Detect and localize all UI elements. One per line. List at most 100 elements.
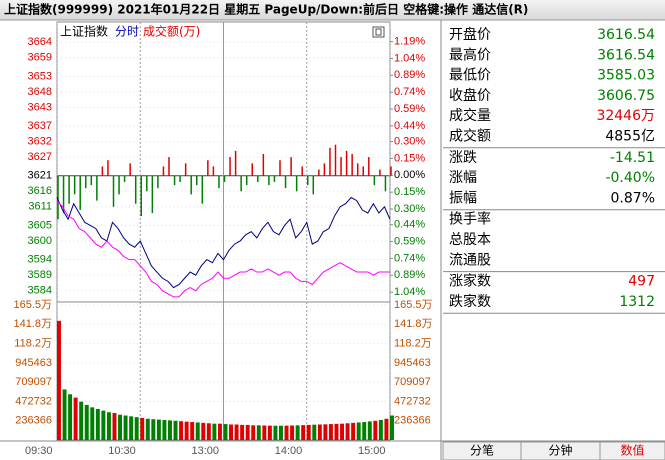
volume-bar [173, 420, 178, 440]
volume-bar [256, 425, 261, 440]
volume-tick-label: 945463 [15, 357, 52, 369]
y-tick-label: 3648 [28, 86, 52, 98]
y-tick-label: 3611 [28, 201, 52, 213]
volume-bar [134, 417, 139, 440]
volume-bar [101, 410, 106, 440]
volume-bar [57, 320, 61, 440]
volume-bar [356, 422, 361, 440]
chart-tab[interactable]: 成交额(万) [143, 24, 200, 39]
volume-bar [306, 424, 311, 440]
volume-bar [290, 425, 295, 440]
volume-bar [156, 419, 161, 440]
restore-button[interactable] [372, 26, 385, 38]
volume-tick-label: 236366 [15, 415, 52, 427]
volume-tick-label-right: 472732 [394, 395, 431, 407]
volume-bar [251, 425, 256, 440]
y-tick-label: 3594 [28, 254, 52, 266]
volume-tick-label-right: 118.2万 [394, 337, 432, 349]
y-tick-label: 3589 [28, 269, 52, 281]
volume-bar [234, 424, 239, 440]
bottom-tab[interactable] [599, 441, 665, 460]
volume-bar [267, 425, 272, 440]
volume-tick-label-right: 709097 [394, 376, 431, 388]
volume-tick-label-right: 945463 [394, 357, 431, 369]
y2-tick-label: 0.59% [394, 103, 425, 115]
volume-bar [367, 421, 372, 440]
volume-bar [245, 424, 250, 440]
volume-tick-label: 709097 [15, 376, 52, 388]
volume-bar [279, 425, 283, 440]
quote-label: 涨跌 [449, 150, 477, 166]
volume-bar [229, 424, 234, 440]
quote-label: 成交额 [449, 128, 491, 145]
y2-tick-label: 1.04% [394, 286, 425, 298]
quote-label: 跌家数 [449, 293, 491, 310]
y2-tick-label: 0.74% [394, 252, 425, 264]
y2-tick-label: 0.44% [394, 219, 425, 231]
volume-bar [334, 423, 339, 440]
quote-value: 4855亿 [605, 129, 655, 145]
volume-bar [179, 421, 184, 440]
quote-value: 3585.03 [597, 68, 655, 84]
quote-value: -0.40% [605, 170, 655, 186]
bottom-tab-label[interactable]: 数值 [620, 443, 644, 458]
quote-value: 3616.54 [597, 27, 655, 43]
y2-tick-label: 0.74% [394, 86, 425, 98]
quote-value: 497 [628, 274, 655, 290]
quote-label: 成交量 [449, 107, 491, 124]
quote-value: 32446万 [596, 108, 655, 124]
volume-bar [340, 423, 345, 440]
y2-tick-label: 0.00% [394, 169, 425, 181]
volume-bar [68, 394, 73, 440]
volume-bar [328, 424, 333, 440]
volume-bar [95, 408, 100, 440]
y-tick-label: 3632 [28, 136, 52, 148]
volume-bar [106, 412, 111, 440]
chart-tab[interactable]: 分时 [115, 25, 139, 39]
quote-value: -14.51 [610, 150, 655, 166]
y2-tick-label: 1.04% [394, 52, 425, 64]
volume-bar [212, 423, 217, 440]
quote-value: 0.87% [611, 190, 655, 206]
quote-label: 最低价 [449, 68, 491, 84]
y2-tick-label: 0.30% [394, 136, 425, 148]
bottom-tab-label[interactable]: 分笔 [470, 443, 494, 458]
y-tick-label: 3653 [28, 70, 52, 82]
chart-tab[interactable]: 上证指数 [60, 24, 108, 39]
x-tick-label: 15:00 [358, 445, 386, 457]
volume-bar [323, 424, 328, 440]
bottom-tab-label[interactable]: 分钟 [548, 443, 572, 458]
volume-bar [295, 425, 300, 440]
title-bar [0, 0, 665, 20]
x-tick-label: 10:30 [108, 445, 136, 457]
volume-bar [317, 424, 322, 440]
price-line [56, 196, 391, 289]
volume-bar [345, 423, 350, 440]
quote-value: 3606.75 [597, 88, 655, 104]
y-tick-label: 3621 [28, 170, 52, 182]
volume-bar [168, 420, 172, 440]
volume-bar [195, 422, 200, 440]
quote-label: 涨幅 [449, 170, 477, 186]
quote-label: 收盘价 [449, 87, 491, 104]
y-tick-label: 3659 [28, 52, 52, 64]
quote-value: 3616.54 [597, 47, 655, 63]
volume-bar [390, 415, 394, 440]
y2-tick-label: 0.89% [394, 69, 425, 81]
quote-label: 涨家数 [449, 273, 491, 290]
x-tick-label: 13:00 [192, 445, 220, 457]
y2-tick-label: 0.44% [394, 120, 425, 132]
volume-bar [73, 397, 78, 440]
y-tick-label: 3637 [28, 120, 52, 132]
y-tick-label: 3616 [28, 185, 52, 197]
y2-tick-label: 1.19% [394, 36, 425, 48]
volume-bar [162, 420, 167, 440]
y-tick-label: 3600 [28, 235, 52, 247]
volume-bar [273, 425, 278, 440]
volume-tick-label: 118.2万 [14, 337, 52, 349]
volume-tick-label-right: 236366 [394, 415, 431, 427]
volume-bar [362, 422, 367, 440]
y-tick-label: 3584 [28, 285, 52, 297]
title: 上证指数(999999) 2021年01月22日 星期五 PageUp/Down… [4, 2, 528, 17]
quote-label: 换手率 [449, 211, 491, 228]
